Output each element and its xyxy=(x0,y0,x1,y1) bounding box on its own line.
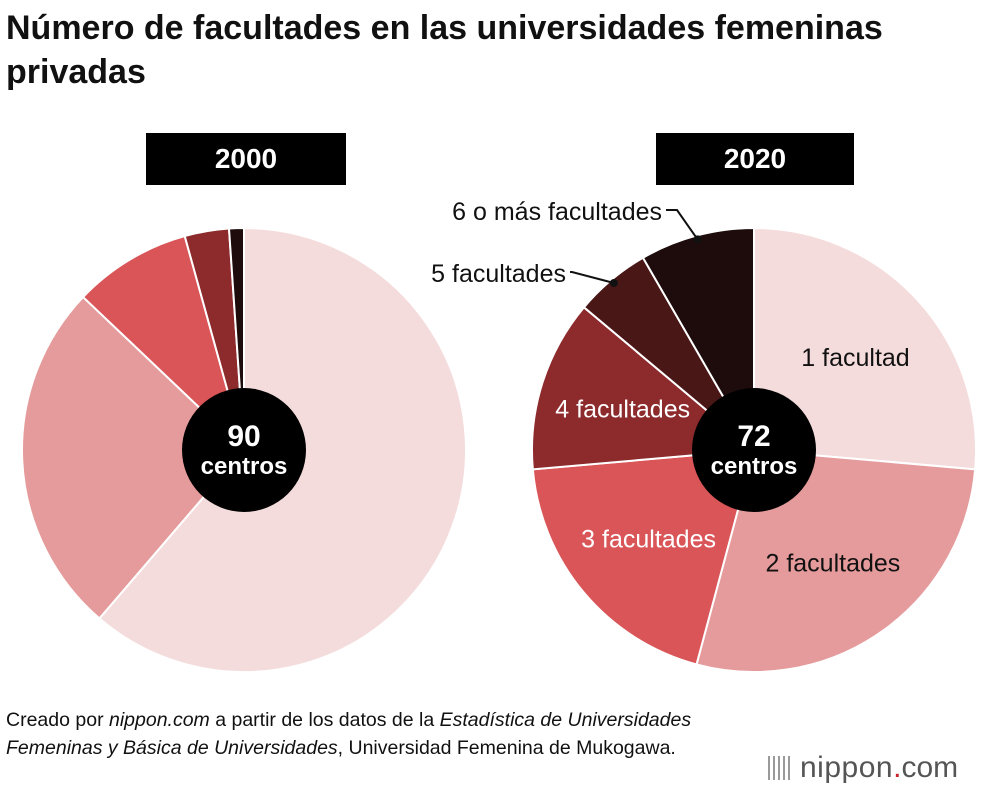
pie-2020-total-unit: centros xyxy=(711,453,798,480)
source-middle: a partir de los datos de la xyxy=(209,709,440,731)
year-label-2000: 2000 xyxy=(146,133,346,185)
source-publication: Estadística de Universidades Femeninas y… xyxy=(6,709,692,759)
source-note: Creado por nippon.com a partir de los da… xyxy=(6,706,746,762)
pie-2020-slice-1 xyxy=(753,226,977,471)
logo-dot: . xyxy=(893,751,902,784)
logo-name: nippon xyxy=(800,751,894,784)
year-label-2020: 2020 xyxy=(656,133,854,185)
pie-2020-label-4: 4 facultades xyxy=(555,396,690,424)
pie-2020-label-6-leader-dot xyxy=(693,235,702,244)
pie-2020-label-5-leader-dot xyxy=(609,279,618,287)
source-suffix: , Universidad Femenina de Mukogawa. xyxy=(337,737,676,759)
nippon-logo-icon xyxy=(768,756,790,780)
pie-2000-total-value: 90 xyxy=(227,420,260,453)
pie-2000-slice-2 xyxy=(21,295,246,620)
pie-2020-slice-3 xyxy=(531,448,756,666)
pie-2020-label-5-leader xyxy=(570,271,615,284)
pie-2020-label-2: 2 facultades xyxy=(765,550,900,578)
pie-2020-total-value: 72 xyxy=(737,420,770,453)
pie-2020-label-1: 1 facultad xyxy=(801,344,909,372)
pie-2020-label-3: 3 facultades xyxy=(581,526,716,554)
nippon-logo: nippon. com xyxy=(768,750,958,786)
chart-title: Número de facultades en las universidade… xyxy=(6,9,883,91)
logo-tld: com xyxy=(901,751,959,784)
pie-2000-slice-3 xyxy=(81,234,246,454)
pie-2020-label-6-leader xyxy=(666,209,699,240)
pie-2020-center xyxy=(692,388,816,512)
pie-2020: 1 facultad 2 facultades 3 facultades 4 facu… xyxy=(431,198,977,673)
pie-2020-label-5: 5 facultades xyxy=(431,260,566,288)
pie-2020-label-6: 6 o más facultades xyxy=(452,198,662,226)
pie-2000-center xyxy=(182,388,306,512)
source-site: nippon.com xyxy=(108,709,210,731)
pie-2000-total-unit: centros xyxy=(201,453,288,480)
source-prefix: Creado por xyxy=(6,709,109,731)
